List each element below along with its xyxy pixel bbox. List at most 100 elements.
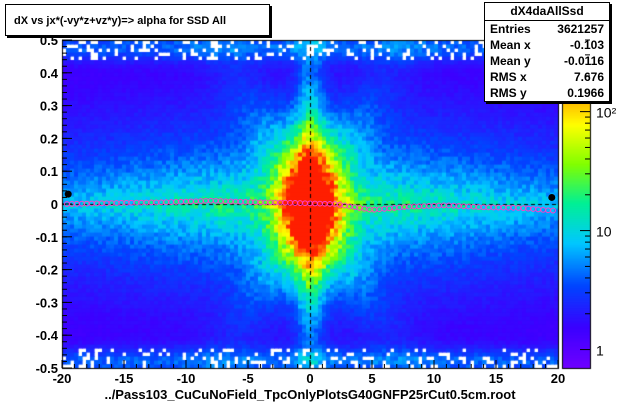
profile-point bbox=[525, 205, 532, 212]
profile-point bbox=[153, 199, 160, 206]
profile-point bbox=[416, 203, 423, 210]
profile-point bbox=[257, 199, 264, 206]
profile-point bbox=[143, 199, 150, 206]
z-tick-label: 10² bbox=[596, 105, 617, 121]
profile-point bbox=[183, 198, 189, 205]
profile-point bbox=[520, 205, 527, 212]
stats-value: 7.676 bbox=[573, 70, 604, 84]
y-tick-label: 0.3 bbox=[40, 99, 58, 114]
stats-label: Mean y bbox=[490, 54, 531, 68]
profile-point bbox=[500, 204, 507, 211]
profile-point bbox=[73, 200, 80, 207]
x-axis-label: ../Pass103_CuCuNoField_TpcOnlyPlotsG40GN… bbox=[104, 387, 516, 402]
profile-point bbox=[326, 200, 333, 207]
profile-point bbox=[222, 198, 229, 205]
chart-title-box: dX vs jx*(-vy*z+vz*y)=> alpha for SSD Al… bbox=[5, 4, 270, 36]
x-tick-label: -15 bbox=[115, 371, 134, 386]
profile-point bbox=[133, 199, 140, 206]
profile-point bbox=[450, 202, 457, 209]
profile-point bbox=[371, 206, 378, 213]
profile-point bbox=[197, 198, 204, 204]
profile-point bbox=[406, 203, 413, 210]
y-tick-label: 0 bbox=[51, 197, 58, 212]
x-tick-label: 15 bbox=[489, 371, 503, 386]
profile-point bbox=[217, 198, 224, 204]
profile-point bbox=[237, 198, 244, 205]
profile-point bbox=[103, 200, 110, 207]
profile-point bbox=[88, 200, 95, 207]
x-tick-label: -20 bbox=[53, 371, 72, 386]
profile-point bbox=[361, 205, 368, 212]
profile-point bbox=[93, 200, 100, 207]
stats-label: RMS y bbox=[490, 86, 527, 100]
stats-box: dX4daAllSsd Entries 3621257 Mean x -0.10… bbox=[484, 2, 610, 102]
profile-point bbox=[312, 200, 318, 207]
z-tick-label: 10 bbox=[596, 224, 612, 240]
profile-point bbox=[173, 199, 179, 205]
stats-row-rms-x: RMS x 7.676 bbox=[485, 69, 609, 85]
profile-point bbox=[550, 207, 556, 214]
profile-point bbox=[505, 204, 512, 211]
y-tick-label: 0.4 bbox=[40, 66, 59, 81]
profile-point bbox=[495, 204, 502, 211]
profile-point bbox=[465, 203, 472, 210]
profile-point bbox=[445, 202, 452, 209]
axis-ticks: -20 -15 -10 -5 0 5 10 15 20 -0.5 -0.4 -0.3 -0.2 -0.1 0… bbox=[36, 33, 566, 386]
profile-point bbox=[252, 199, 259, 206]
profile-point bbox=[113, 200, 120, 206]
profile-point bbox=[128, 199, 135, 206]
profile-point bbox=[401, 204, 408, 210]
profile-point bbox=[515, 204, 522, 211]
y-tick-label: 0.2 bbox=[40, 131, 58, 146]
profile-point bbox=[540, 206, 547, 213]
chart-title: dX vs jx*(-vy*z+vz*y)=> alpha for SSD Al… bbox=[14, 15, 227, 27]
stats-row-entries: Entries 3621257 bbox=[485, 21, 609, 37]
y-tick-label: -0.2 bbox=[36, 263, 58, 278]
y-tick-label: 0.1 bbox=[40, 164, 58, 179]
profile-point bbox=[292, 200, 299, 206]
x-tick-label: 0 bbox=[306, 371, 313, 386]
profile-point bbox=[351, 204, 358, 211]
profile-point bbox=[232, 198, 239, 205]
color-scale-axis: 1 10 10² bbox=[580, 39, 617, 359]
profile-point bbox=[480, 204, 487, 211]
x-tick-label: 10 bbox=[427, 371, 441, 386]
profile-point bbox=[490, 204, 497, 211]
profile-point bbox=[460, 203, 467, 210]
y-tick-label: -0.5 bbox=[36, 361, 58, 376]
profile-point bbox=[426, 203, 432, 209]
profile-point bbox=[212, 197, 219, 204]
profile-point bbox=[455, 203, 462, 209]
profile-point bbox=[396, 204, 403, 211]
stats-row-mean-y: Mean y -0.0116 bbox=[485, 53, 609, 69]
stats-label: Entries bbox=[490, 22, 531, 36]
y-tick-label: -0.3 bbox=[36, 295, 58, 310]
profile-point bbox=[193, 198, 199, 205]
profile-point bbox=[287, 199, 294, 206]
profile-point bbox=[78, 200, 85, 207]
profile-point bbox=[411, 203, 418, 210]
profile-point bbox=[297, 200, 303, 206]
profile-point bbox=[431, 202, 437, 209]
profile-point bbox=[262, 199, 269, 206]
profile-point bbox=[391, 205, 398, 211]
edge-marker bbox=[64, 190, 72, 198]
profile-point bbox=[545, 207, 551, 214]
profile-point bbox=[202, 197, 209, 204]
stats-value: -0.103 bbox=[569, 38, 604, 52]
profile-point bbox=[485, 204, 492, 211]
profile-point bbox=[242, 199, 249, 205]
profile-series bbox=[64, 190, 556, 214]
profile-point bbox=[336, 201, 343, 208]
profile-point bbox=[277, 199, 284, 206]
profile-point bbox=[321, 200, 328, 207]
x-tick-label: 20 bbox=[551, 371, 565, 386]
profile-point bbox=[148, 199, 155, 206]
profile-point bbox=[386, 205, 393, 212]
profile-point bbox=[366, 206, 373, 213]
z-tick-label: 1 bbox=[596, 343, 604, 359]
profile-point bbox=[470, 203, 477, 210]
y-tick-label: -0.1 bbox=[36, 230, 58, 245]
profile-point bbox=[441, 202, 447, 209]
